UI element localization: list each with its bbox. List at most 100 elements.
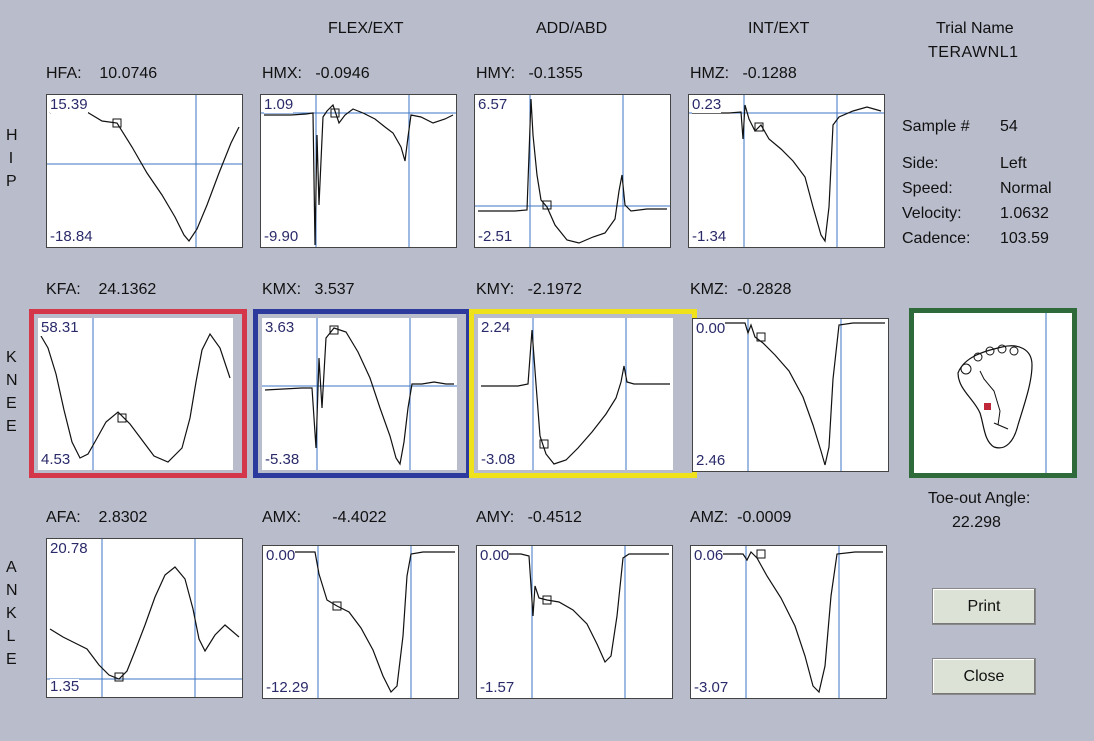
header-int-ext: INT/EXT [748, 20, 810, 37]
afa-value: 2.8302 [98, 509, 148, 526]
hmx-value: -0.0946 [315, 65, 370, 82]
plot-hmx-graph [261, 95, 456, 247]
kmz-readout: KMZ: -0.2828 [690, 281, 791, 299]
plot-kmx-max: 3.63 [265, 319, 295, 336]
cadence-label: Cadence: [902, 230, 971, 247]
plot-hmy-min: -2.51 [478, 228, 513, 245]
plot-kmz-min: 2.46 [696, 452, 726, 469]
side-value: Left [1000, 155, 1027, 172]
plot-kmx-graph [262, 318, 457, 470]
close-button[interactable]: Close [932, 658, 1036, 695]
speed-value: Normal [1000, 180, 1052, 197]
sample-label: Sample # [902, 118, 970, 135]
plot-amz-max: 0.06 [694, 547, 724, 564]
speed-label: Speed: [902, 180, 953, 197]
side-label-hip-text: HIP [6, 127, 18, 190]
foot-print-frame [909, 308, 1077, 478]
amx-label: AMX: [262, 509, 302, 526]
plot-hfa: 15.39 -18.84 [46, 94, 243, 248]
plot-amy-min: -1.57 [480, 679, 515, 696]
trial-name-value: TERAWNL1 [928, 44, 1019, 61]
plot-amz-min: -3.07 [694, 679, 729, 696]
amz-value: -0.0009 [737, 509, 792, 526]
afa-label: AFA: [46, 509, 81, 526]
cadence-value: 103.59 [1000, 230, 1049, 247]
velocity-value: 1.0632 [1000, 205, 1049, 222]
hfa-value: 10.0746 [99, 65, 158, 82]
afa-readout: AFA: 2.8302 [46, 509, 147, 527]
hmz-value: -0.1288 [742, 65, 797, 82]
kfa-label: KFA: [46, 281, 81, 298]
plot-kmy-min: -3.08 [481, 451, 516, 468]
hmz-label: HMZ: [690, 65, 730, 82]
plot-hmz: 0.23 -1.34 [688, 94, 885, 248]
plot-amy: 0.00 -1.57 [476, 545, 673, 699]
header-add-abd: ADD/ABD [536, 20, 608, 37]
plot-amy-graph [480, 546, 669, 698]
plot-afa-graph [47, 539, 242, 697]
print-button[interactable]: Print [932, 588, 1036, 625]
plot-hmz-min: -1.34 [692, 228, 727, 245]
plot-hmx-min: -9.90 [264, 228, 299, 245]
plot-kmz-graph [696, 319, 885, 471]
plot-afa-max: 20.78 [50, 540, 88, 557]
plot-amx-graph [266, 546, 455, 698]
plot-kmx: 3.63 -5.38 [262, 318, 457, 470]
kfa-value: 24.1362 [98, 281, 157, 298]
sample-row: Sample # 54 [902, 114, 1052, 139]
side-row: Side: Left [902, 151, 1052, 176]
kmy-label: KMY: [476, 281, 515, 298]
plot-kmx-min: -5.38 [265, 451, 300, 468]
side-label: Side: [902, 155, 939, 172]
amz-readout: AMZ: -0.0009 [690, 509, 791, 527]
plot-kmy-graph [481, 318, 670, 470]
plot-kmy: 2.24 -3.08 [478, 318, 673, 470]
plot-kfa-max: 58.31 [41, 319, 79, 336]
kfa-readout: KFA: 24.1362 [46, 281, 156, 299]
kmx-value: 3.537 [314, 281, 355, 298]
plot-kfa-graph [40, 318, 231, 470]
plot-afa-min: 1.35 [50, 678, 80, 695]
plot-hmz-max: 0.23 [692, 96, 722, 113]
hmy-readout: HMY: -0.1355 [476, 65, 583, 83]
velocity-row: Velocity: 1.0632 [902, 201, 1052, 226]
hfa-readout: HFA: 10.0746 [46, 65, 157, 83]
side-label-knee-text: KNEE [6, 349, 18, 435]
amy-value: -0.4512 [527, 509, 582, 526]
kmx-readout: KMX: 3.537 [262, 281, 355, 299]
plot-hmx: 1.09 -9.90 [260, 94, 457, 248]
plot-hmy-max: 6.57 [478, 96, 508, 113]
plot-kmz-max: 0.00 [696, 320, 726, 337]
side-label-ankle: ANKLE [6, 556, 20, 671]
hmz-readout: HMZ: -0.1288 [690, 65, 797, 83]
hmy-value: -0.1355 [528, 65, 583, 82]
amx-value: -4.4022 [332, 509, 387, 526]
hmy-label: HMY: [476, 65, 516, 82]
plot-amx: 0.00 -12.29 [262, 545, 459, 699]
kmx-label: KMX: [262, 281, 302, 298]
side-label-ankle-text: ANKLE [6, 559, 18, 668]
kmz-value: -0.2828 [737, 281, 792, 298]
kmy-readout: KMY: -2.1972 [476, 281, 582, 299]
side-label-knee: KNEE [6, 346, 20, 438]
plot-hfa-max: 15.39 [50, 96, 88, 113]
plot-hmx-max: 1.09 [264, 96, 294, 113]
amz-label: AMZ: [690, 509, 729, 526]
plot-amz-graph [694, 546, 883, 698]
plot-amx-min: -12.29 [266, 679, 309, 696]
plot-hmy-graph [475, 95, 670, 247]
amy-label: AMY: [476, 509, 515, 526]
plot-hfa-min: -18.84 [50, 228, 93, 245]
plot-hmz-graph [689, 95, 884, 247]
hmx-label: HMX: [262, 65, 302, 82]
plot-hmy: 6.57 -2.51 [474, 94, 671, 248]
plot-amy-max: 0.00 [480, 547, 510, 564]
plot-kfa-min: 4.53 [41, 451, 71, 468]
hmx-readout: HMX: -0.0946 [262, 65, 370, 83]
plot-amx-max: 0.00 [266, 547, 296, 564]
cadence-row: Cadence: 103.59 [902, 226, 1052, 251]
speed-row: Speed: Normal [902, 176, 1052, 201]
amy-readout: AMY: -0.4512 [476, 509, 582, 527]
side-label-hip: HIP [6, 124, 20, 193]
